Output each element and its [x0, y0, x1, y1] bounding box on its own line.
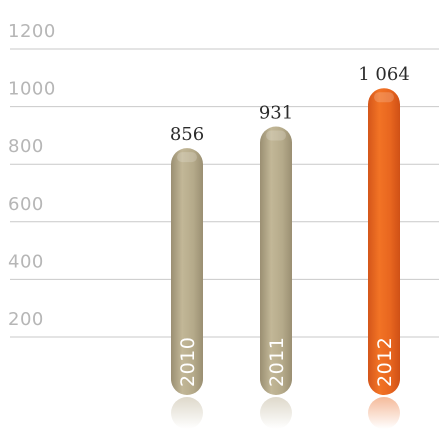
category-label-2012: 2012	[374, 337, 396, 387]
data-label-2011: 931	[259, 103, 293, 124]
bar-highlight	[177, 152, 197, 163]
category-label-2010: 2010	[177, 337, 199, 387]
y-axis-ticks: 200 400 600 800 1000 1200	[8, 21, 56, 330]
bar-2012	[368, 88, 400, 395]
y-tick-label: 1000	[8, 79, 56, 100]
y-tick-label: 800	[8, 136, 44, 157]
y-tick-label: 1200	[8, 21, 56, 42]
labels: 856 2010 931 2011 1 064 2012	[170, 64, 410, 387]
data-label-2010: 856	[170, 124, 204, 145]
category-label-2011: 2011	[266, 337, 288, 387]
bar-highlight	[266, 130, 286, 141]
bar-2011	[260, 126, 292, 395]
y-tick-label: 400	[8, 251, 44, 272]
bar-reflection	[260, 397, 292, 429]
bar-reflection	[368, 397, 400, 429]
data-label-2012: 1 064	[358, 64, 410, 85]
bar-2010	[171, 148, 203, 395]
bars	[171, 88, 400, 429]
gridlines	[10, 48, 439, 338]
y-tick-label: 200	[8, 309, 44, 330]
y-tick-label: 600	[8, 194, 44, 215]
bar-reflection	[171, 397, 203, 429]
bar-highlight	[374, 92, 394, 103]
